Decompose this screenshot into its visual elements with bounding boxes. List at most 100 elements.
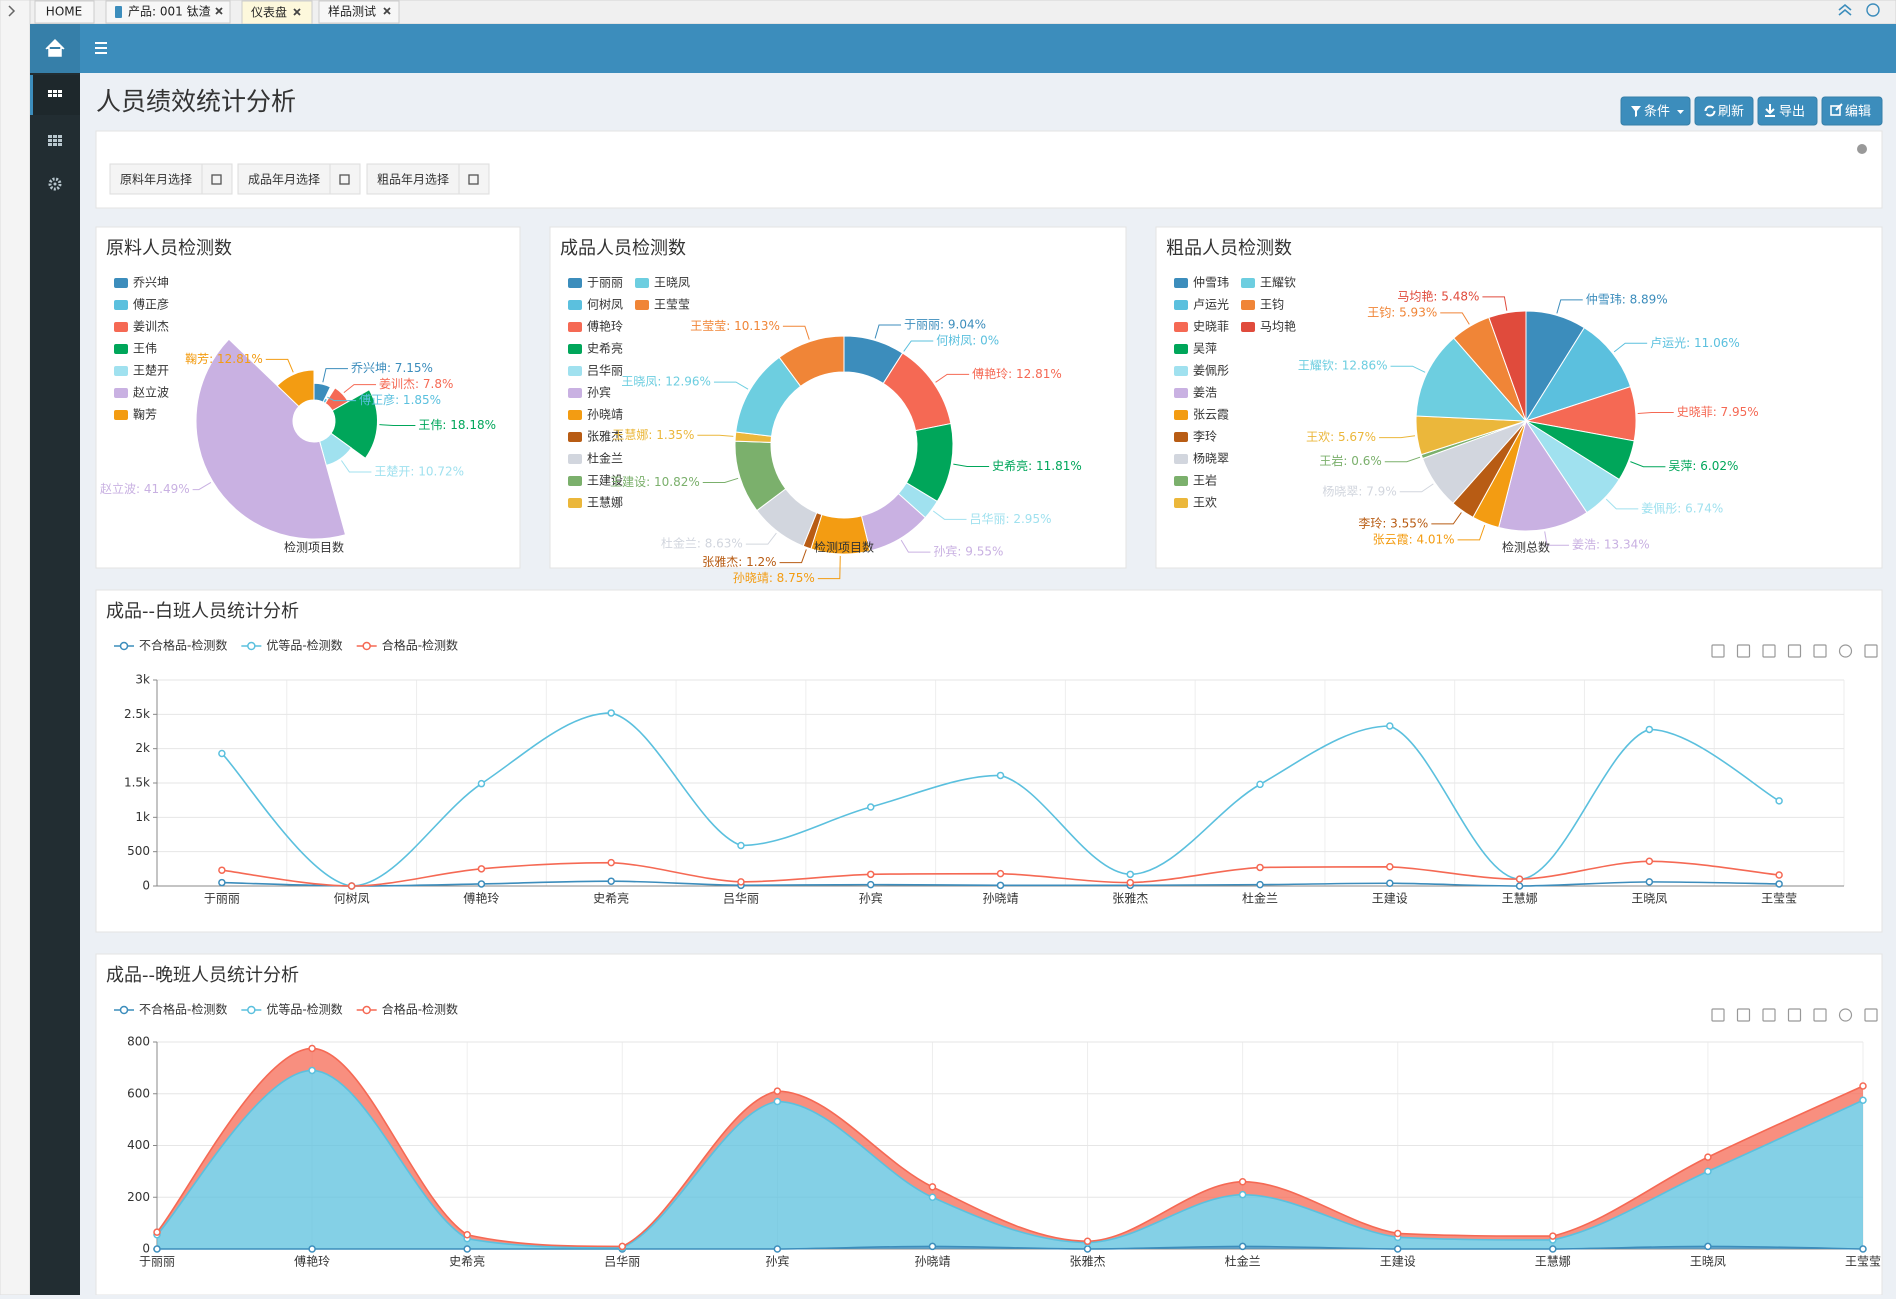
legend-label[interactable]: 仲雪玮 (1193, 276, 1229, 290)
filter-button[interactable]: 成品年月选择 (237, 163, 361, 195)
legend-label[interactable]: 史晓菲 (1193, 320, 1229, 334)
legend-swatch[interactable] (1174, 410, 1188, 420)
legend-swatch[interactable] (1174, 300, 1188, 310)
point[interactable] (1515, 882, 1524, 890)
point[interactable] (1083, 1237, 1092, 1245)
info-icon[interactable] (1857, 144, 1867, 154)
legend-label[interactable]: 王慧娜 (587, 495, 623, 510)
legend-swatch[interactable] (1174, 278, 1188, 288)
legend-swatch[interactable] (568, 476, 582, 486)
help-icon[interactable] (1866, 3, 1880, 17)
legend-swatch[interactable] (568, 498, 582, 508)
legend-label[interactable]: 合格品-检测数 (382, 638, 458, 653)
point[interactable] (1704, 1167, 1712, 1176)
legend-label[interactable]: 王岩 (1193, 473, 1217, 488)
legend-swatch[interactable] (114, 410, 128, 420)
legend-marker[interactable] (119, 1005, 129, 1015)
legend-label[interactable]: 优等品-检测数 (266, 1002, 342, 1017)
legend-label[interactable]: 吕华丽 (587, 364, 623, 378)
point[interactable] (153, 1245, 161, 1253)
button[interactable]: 编辑 (1821, 96, 1883, 126)
legend-label[interactable]: 姜训杰 (133, 320, 169, 334)
point[interactable] (1256, 780, 1264, 789)
toolbox-icon[interactable] (1813, 1008, 1827, 1022)
legend-label[interactable]: 赵立波 (133, 385, 169, 400)
point[interactable] (1549, 1245, 1557, 1253)
point[interactable] (1549, 1232, 1557, 1240)
point[interactable] (1126, 878, 1135, 887)
legend-label[interactable]: 张雅杰 (587, 429, 623, 444)
point[interactable] (1386, 879, 1394, 888)
legend-label[interactable]: 史希亮 (587, 341, 623, 356)
point[interactable] (737, 841, 745, 850)
legend-label[interactable]: 傅艳玲 (587, 319, 623, 334)
point[interactable] (1515, 875, 1524, 883)
point[interactable] (866, 880, 875, 889)
filter-button[interactable]: 原料年月选择 (109, 163, 233, 195)
legend-swatch[interactable] (1174, 432, 1188, 442)
pie-slice[interactable] (195, 338, 347, 540)
point[interactable] (218, 878, 226, 887)
point[interactable] (1775, 871, 1783, 879)
point[interactable] (1704, 1153, 1712, 1161)
legend-swatch[interactable] (568, 388, 582, 398)
legend-label[interactable]: 王莹莹 (654, 298, 690, 312)
point[interactable] (1386, 863, 1394, 871)
point[interactable] (308, 1044, 316, 1053)
point[interactable] (607, 877, 615, 885)
point[interactable] (773, 1245, 782, 1253)
toolbox-icon[interactable] (1762, 1008, 1776, 1022)
tab[interactable]: 仪表盘 (241, 0, 313, 25)
point[interactable] (1238, 1242, 1247, 1251)
point[interactable] (463, 1245, 471, 1253)
legend-label[interactable]: 王欢 (1193, 495, 1217, 510)
pie-slice[interactable] (778, 335, 845, 387)
legend-swatch[interactable] (1174, 322, 1188, 332)
legend-label[interactable]: 不合格品-检测数 (139, 1002, 227, 1017)
tab[interactable]: HOME (34, 0, 95, 24)
point[interactable] (477, 880, 486, 888)
filter-button[interactable]: 粗品年月选择 (366, 163, 490, 195)
point[interactable] (477, 779, 486, 788)
legend-label[interactable]: 杜金兰 (587, 451, 623, 466)
legend-marker[interactable] (119, 641, 129, 651)
point[interactable] (1393, 1229, 1402, 1238)
point[interactable] (1083, 1245, 1092, 1253)
point[interactable] (618, 1242, 627, 1251)
point[interactable] (996, 881, 1005, 890)
point[interactable] (1859, 1245, 1867, 1253)
legend-label[interactable]: 王楚开 (133, 364, 169, 378)
legend-swatch[interactable] (1174, 388, 1188, 398)
legend-swatch[interactable] (1174, 476, 1188, 486)
legend-swatch[interactable] (114, 300, 128, 310)
toolbox-icon[interactable] (1838, 644, 1853, 658)
legend-swatch[interactable] (114, 322, 128, 332)
point[interactable] (996, 771, 1005, 780)
point[interactable] (1256, 880, 1264, 889)
legend-swatch[interactable] (1174, 454, 1188, 464)
point[interactable] (308, 1245, 316, 1253)
point[interactable] (607, 858, 615, 867)
point[interactable] (1704, 1242, 1712, 1251)
legend-swatch[interactable] (1241, 322, 1255, 332)
legend-label[interactable]: 优等品-检测数 (266, 638, 342, 653)
button[interactable]: 导出 (1757, 96, 1818, 126)
legend-label[interactable]: 孙晓靖 (587, 408, 623, 422)
toolbox-icon[interactable] (1787, 644, 1802, 658)
legend-swatch[interactable] (1174, 344, 1188, 354)
home-button[interactable] (30, 24, 80, 73)
point[interactable] (928, 1193, 937, 1201)
point[interactable] (463, 1231, 471, 1239)
legend-swatch[interactable] (635, 300, 649, 310)
legend-swatch[interactable] (1174, 498, 1188, 508)
legend-label[interactable]: 吴萍 (1193, 342, 1217, 356)
point[interactable] (1393, 1245, 1402, 1253)
toolbox-icon[interactable] (1711, 1008, 1725, 1022)
menu-toggle[interactable] (95, 42, 107, 54)
legend-swatch[interactable] (568, 278, 582, 288)
button[interactable]: 条件 (1620, 96, 1691, 126)
point[interactable] (607, 709, 615, 717)
pie-slice[interactable] (1488, 310, 1527, 422)
tab-close[interactable] (215, 7, 223, 15)
legend-label[interactable]: 姜浩 (1193, 386, 1217, 400)
